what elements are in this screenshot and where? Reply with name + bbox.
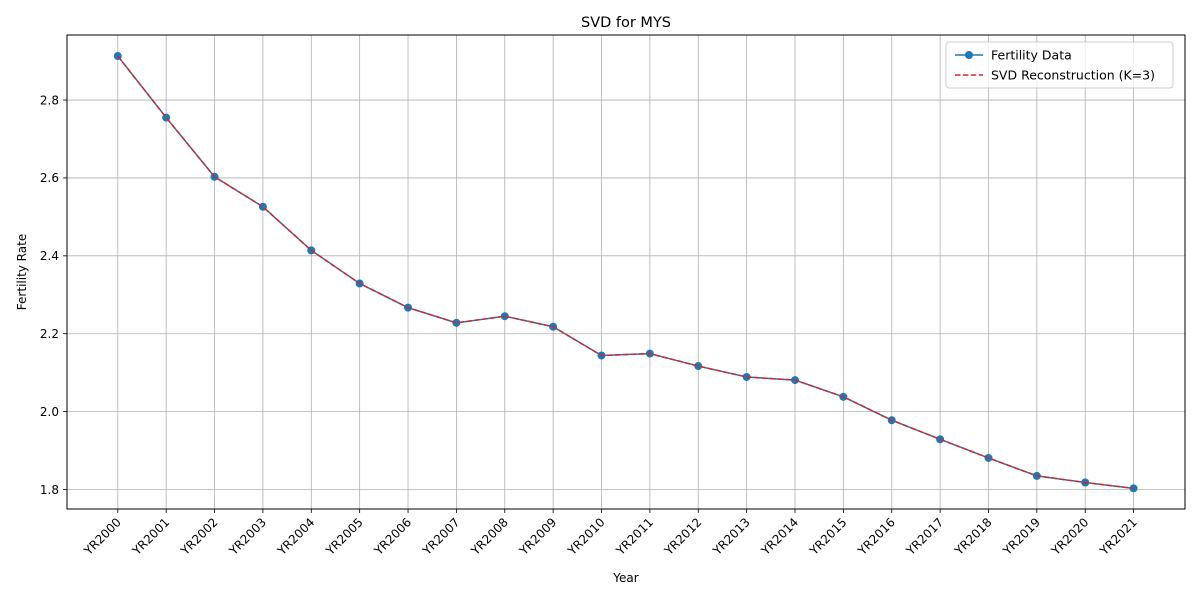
- legend-marker-fertility-data: [965, 51, 973, 59]
- legend-box: [945, 41, 1174, 89]
- data-point-fertility-data: [452, 318, 461, 327]
- data-point-fertility-data: [694, 362, 703, 371]
- y-tick-label: 1.8: [40, 483, 59, 497]
- y-tick-label: 2.6: [40, 171, 59, 185]
- y-tick-label: 2.8: [40, 93, 59, 107]
- y-tick-label: 2.2: [40, 327, 59, 341]
- x-axis-title: Year: [612, 571, 638, 585]
- y-tick-label: 2.0: [40, 405, 59, 419]
- y-axis: 1.8 2.0 2.2 2.4 2.6 2.8: [40, 93, 67, 497]
- y-tick-label: 2.4: [40, 249, 59, 263]
- chart-title: SVD for MYS: [581, 15, 671, 31]
- plot-frame: [66, 34, 1186, 510]
- grid: [67, 35, 1185, 509]
- series-line-svd-reconstruction: [117, 55, 1134, 490]
- legend-label-fertility-data: Fertility Data: [991, 48, 1072, 63]
- data-point-fertility-data: [500, 312, 509, 321]
- legend: Fertility Data SVD Reconstruction (K=3): [945, 41, 1174, 89]
- y-axis-title: Fertility Rate: [15, 234, 29, 310]
- legend-label-svd-reconstruction: SVD Reconstruction (K=3): [991, 68, 1155, 83]
- series-layer: [113, 52, 1138, 493]
